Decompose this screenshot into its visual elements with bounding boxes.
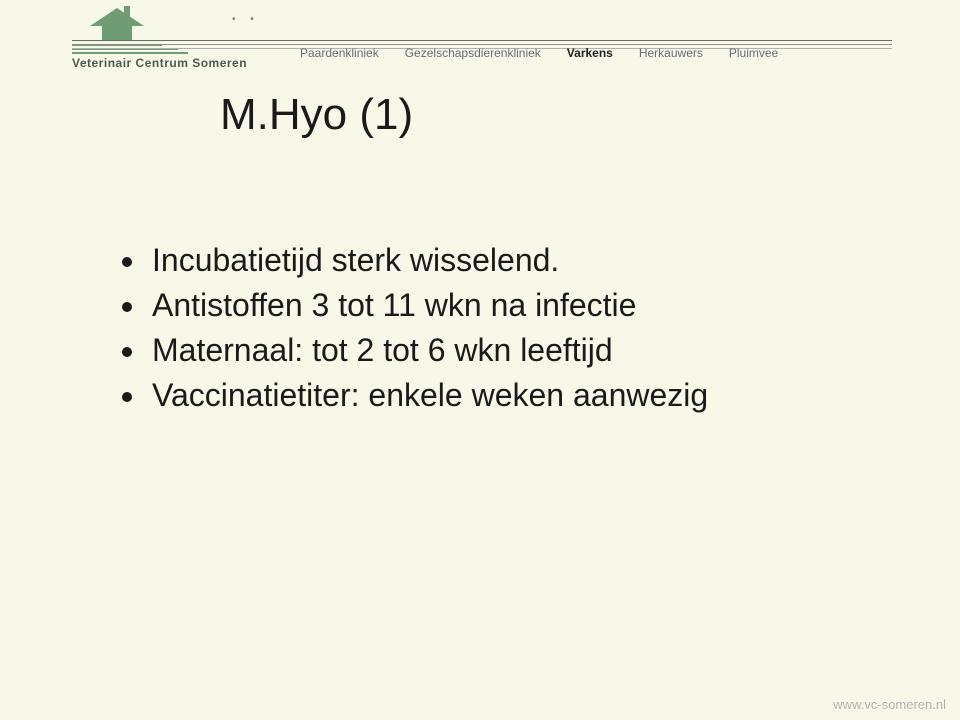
nav-item-pluimvee[interactable]: Pluimvee <box>729 46 778 60</box>
logo-deco: • • <box>232 14 260 25</box>
list-item: Incubatietijd sterk wisselend. <box>148 242 708 279</box>
list-item: Vaccinatietiter: enkele weken aanwezig <box>148 377 708 414</box>
slide: • • Veterinair Centrum Someren Paardenkl… <box>0 0 960 720</box>
nav-item-paardenkliniek[interactable]: Paardenkliniek <box>300 46 379 60</box>
logo-block: • • Veterinair Centrum Someren <box>72 6 282 72</box>
footer-url: www.vc-someren.nl <box>833 697 946 712</box>
list-item: Maternaal: tot 2 tot 6 wkn leeftijd <box>148 332 708 369</box>
list-item: Antistoffen 3 tot 11 wkn na infectie <box>148 287 708 324</box>
page-title: M.Hyo (1) <box>220 90 413 140</box>
bullet-list: Incubatietijd sterk wisselend. Antistoff… <box>80 242 708 422</box>
nav-bar: Paardenkliniek Gezelschapsdierenkliniek … <box>300 46 778 60</box>
nav-item-varkens[interactable]: Varkens <box>567 46 613 60</box>
house-icon <box>90 4 144 44</box>
logo-text: Veterinair Centrum Someren <box>72 56 247 70</box>
nav-item-gezelschap[interactable]: Gezelschapsdierenkliniek <box>405 46 541 60</box>
nav-item-herkauwers[interactable]: Herkauwers <box>639 46 703 60</box>
header: • • Veterinair Centrum Someren Paardenkl… <box>0 0 960 78</box>
